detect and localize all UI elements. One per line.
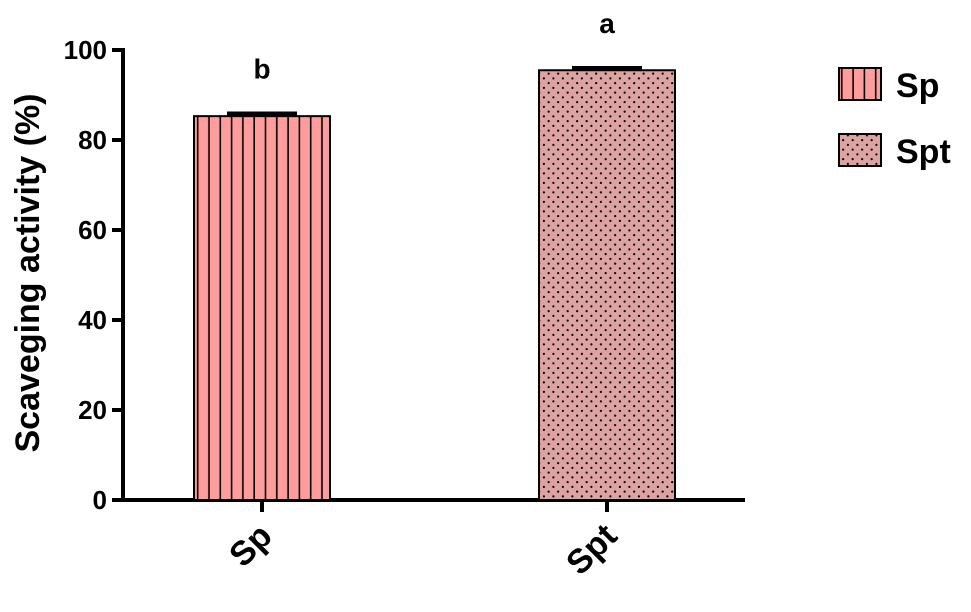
legend-entry-spt: Spt — [838, 133, 951, 171]
x-tick-label: Spt — [559, 517, 625, 583]
bar-group-spt: a — [538, 8, 676, 501]
legend: Sp Spt — [838, 67, 951, 171]
bar-spt — [538, 69, 676, 501]
significance-label: a — [599, 8, 615, 39]
bar-group-sp: b — [193, 53, 331, 502]
significance-label: b — [253, 53, 270, 84]
y-tick-label: 0 — [93, 485, 107, 515]
y-tick-label: 20 — [78, 395, 107, 425]
legend-label: Sp — [896, 67, 939, 105]
y-tick-label: 40 — [78, 305, 107, 335]
y-axis-title: Scaveging activity (%) — [9, 93, 47, 452]
x-axis: Sp Spt — [121, 498, 745, 583]
legend-entry-sp: Sp — [838, 67, 939, 105]
x-tick-label: Sp — [222, 517, 280, 575]
y-axis: 0 20 40 60 80 100 — [64, 35, 125, 515]
legend-swatch — [838, 133, 882, 167]
y-tick-label: 80 — [78, 125, 107, 155]
y-tick-label: 100 — [64, 35, 107, 65]
legend-swatch — [838, 67, 882, 101]
bar-sp — [193, 115, 331, 502]
bars: ba — [193, 8, 676, 502]
legend-label: Spt — [896, 133, 951, 171]
y-axis-title-group: Scaveging activity (%) — [9, 93, 47, 452]
y-tick-label: 60 — [78, 215, 107, 245]
